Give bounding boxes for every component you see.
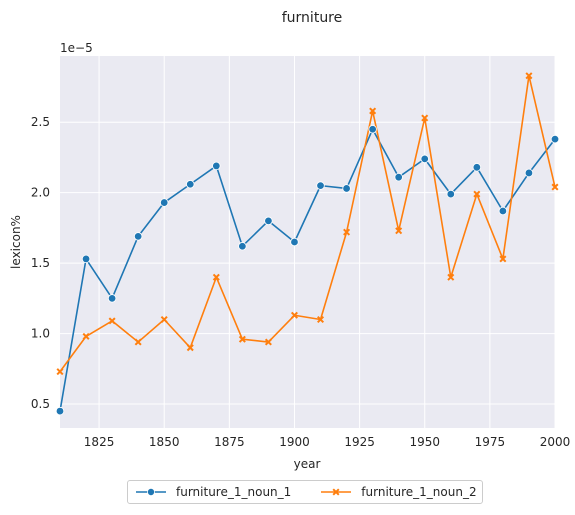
data-point-series-1 <box>316 181 325 190</box>
data-point-series-2 <box>160 315 168 324</box>
y-tick-label: 1.0 <box>31 327 50 341</box>
x-tick-label: 1975 <box>475 435 506 449</box>
data-point-series-1 <box>264 216 273 226</box>
data-point-series-1 <box>81 254 91 264</box>
x-tick-label: 1875 <box>214 435 245 449</box>
series-markers <box>55 72 560 416</box>
y-tick-label: 2.5 <box>31 115 50 129</box>
data-point-series-1 <box>524 168 534 178</box>
data-point-series-1 <box>186 180 195 189</box>
data-point-series-2 <box>369 107 377 115</box>
data-point-series-2 <box>473 190 481 198</box>
x-tick-label: 1925 <box>344 435 375 449</box>
data-point-series-1 <box>238 242 247 251</box>
series-lines <box>59 74 556 412</box>
data-point-series-2 <box>108 317 116 325</box>
series-line-1 <box>59 128 556 412</box>
plot-area <box>60 56 555 428</box>
data-point-series-1 <box>133 232 143 241</box>
data-point-series-2 <box>343 228 351 236</box>
x-tick-label: 1950 <box>409 435 440 449</box>
data-point-series-1 <box>290 237 299 247</box>
data-point-series-1 <box>394 172 403 182</box>
data-point-series-2 <box>499 255 507 263</box>
data-point-series-1 <box>160 198 169 207</box>
x-axis-label: year <box>294 457 321 471</box>
data-point-series-2 <box>395 227 403 235</box>
data-point-series-1 <box>368 125 377 134</box>
line-chart: furniture 1825 1850 1875 1900 1925 1950 1975 20… <box>9 10 570 471</box>
legend: furniture_1_noun_1 furniture_1_noun_2 <box>127 480 483 504</box>
data-point-series-1 <box>212 161 221 171</box>
data-point-series-2 <box>317 315 325 324</box>
data-point-series-2 <box>56 368 64 376</box>
x-tick-label: 1825 <box>84 435 115 449</box>
data-point-series-1 <box>107 294 117 303</box>
data-point-series-2 <box>421 114 429 122</box>
x-tick-label: 1900 <box>279 435 310 449</box>
y-tick-label: 0.5 <box>31 397 50 411</box>
data-point-series-2 <box>551 183 559 191</box>
y-tick-label: 1.5 <box>31 256 50 270</box>
data-point-series-1 <box>342 184 351 193</box>
legend-swatch-circle-icon <box>136 488 166 496</box>
data-point-series-2 <box>134 338 142 346</box>
data-point-series-1 <box>498 206 508 216</box>
data-point-series-2 <box>525 72 533 80</box>
data-point-series-2 <box>186 344 194 352</box>
chart-title: furniture <box>282 10 343 26</box>
data-point-series-2 <box>82 332 90 340</box>
series-line-2 <box>59 74 556 373</box>
y-tick-label: 2.0 <box>31 186 50 200</box>
data-point-series-2 <box>238 335 246 343</box>
data-point-series-2 <box>447 273 455 281</box>
legend-item-series-1: furniture_1_noun_1 <box>136 485 291 499</box>
y-axis-ticks: 0.5 1.0 1.5 2.0 2.5 <box>31 115 50 411</box>
data-point-series-2 <box>290 311 298 319</box>
data-point-series-1 <box>55 406 65 416</box>
data-point-series-1 <box>420 154 429 164</box>
y-axis-label: lexicon% <box>9 215 23 269</box>
legend-item-series-2: furniture_1_noun_2 <box>321 485 477 499</box>
x-tick-label: 1850 <box>149 435 180 449</box>
data-point-series-2 <box>212 273 220 281</box>
data-point-series-1 <box>446 189 455 199</box>
x-axis-ticks: 1825 1850 1875 1900 1925 1950 1975 2000 <box>84 435 570 449</box>
legend-swatch-x-icon <box>321 488 352 496</box>
data-point-series-1 <box>550 134 560 144</box>
y-axis-multiplier: 1e−5 <box>60 41 93 55</box>
data-point-series-2 <box>264 338 272 346</box>
data-point-series-1 <box>472 163 482 172</box>
legend-label-series-1: furniture_1_noun_1 <box>176 485 292 499</box>
legend-label-series-2: furniture_1_noun_2 <box>361 485 477 499</box>
x-tick-label: 2000 <box>540 435 571 449</box>
